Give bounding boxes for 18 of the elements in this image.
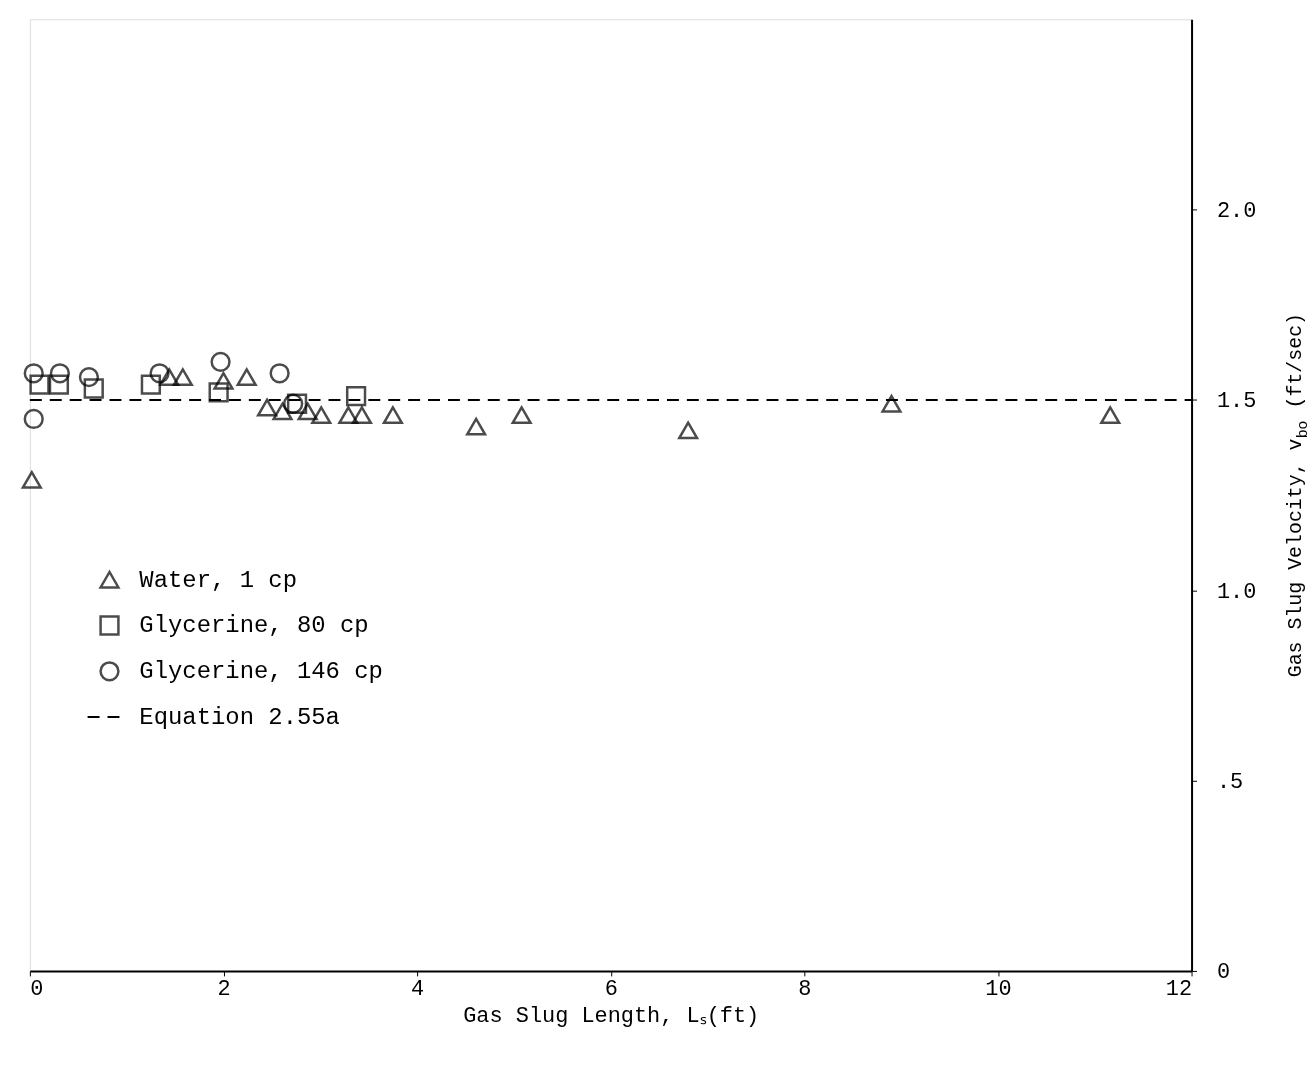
y-tick-label: 2.0	[1216, 199, 1257, 225]
x-tick-label: 12	[1165, 977, 1193, 1003]
legend-label: Glycerine, 80 cp	[139, 612, 369, 640]
x-axis-title: Gas Slug Length, Lₛ(ft)	[463, 1004, 760, 1030]
x-tick-label: 6	[604, 977, 618, 1003]
legend-label: Water, 1 cp	[139, 566, 297, 594]
legend-label: Glycerine, 146 cp	[139, 658, 383, 686]
y-tick-label: 0	[1216, 960, 1231, 986]
x-tick-label: 2	[217, 977, 231, 1003]
x-tick-label: 0	[30, 977, 44, 1003]
y-tick-label: .5	[1216, 770, 1244, 796]
x-tick-label: 8	[798, 977, 812, 1003]
legend-label: Equation 2.55a	[139, 704, 340, 732]
x-tick-label: 4	[411, 977, 425, 1003]
y-tick-label: 1.0	[1216, 579, 1257, 605]
x-tick-label: 10	[985, 977, 1012, 1003]
y-axis-title: Gas Slug Velocity, vbo (ft/sec)	[1284, 312, 1312, 678]
y-tick-label: 1.5	[1216, 389, 1257, 415]
